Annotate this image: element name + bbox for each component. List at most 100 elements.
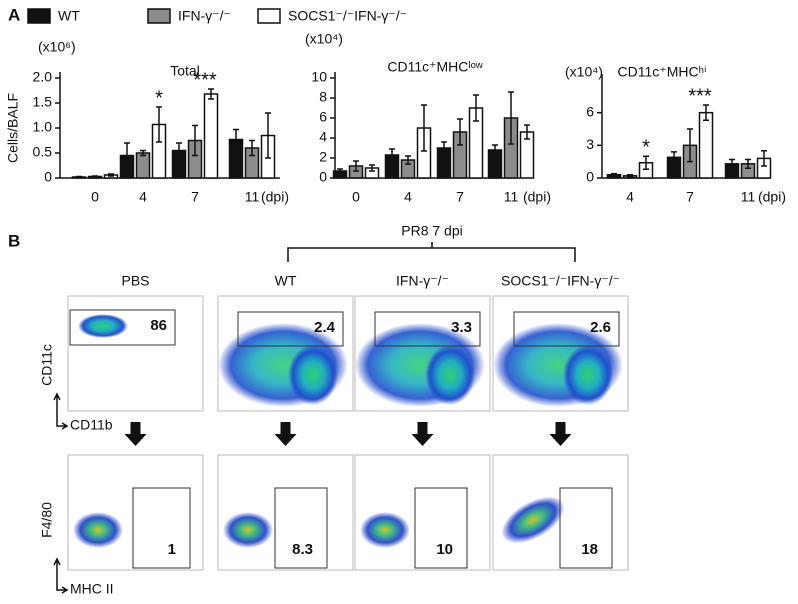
cell-cluster bbox=[501, 496, 565, 544]
error-bar bbox=[492, 144, 498, 156]
cell-cluster bbox=[425, 345, 475, 405]
group-header: PR8 7 dpi bbox=[401, 223, 462, 239]
column-header: WT bbox=[275, 273, 297, 289]
error-bar bbox=[671, 151, 677, 164]
y-axis-label: Cells/BALF bbox=[5, 93, 21, 163]
error-bar bbox=[249, 139, 255, 157]
error-bar bbox=[265, 112, 271, 159]
cell-cluster bbox=[360, 512, 410, 548]
gate bbox=[69, 309, 176, 346]
error-bar bbox=[687, 128, 693, 163]
arrow bbox=[411, 422, 434, 446]
error-bar bbox=[627, 173, 633, 178]
x-tick-label: 4 bbox=[404, 189, 412, 205]
significance: *** bbox=[688, 85, 712, 107]
gate-value: 2.4 bbox=[314, 319, 336, 336]
y-tick-label: 0 bbox=[44, 169, 52, 185]
error-bar bbox=[369, 164, 375, 172]
x-tick-label: 0 bbox=[352, 189, 360, 205]
bracket bbox=[287, 242, 576, 262]
error-bar bbox=[745, 158, 751, 169]
x-tick-label: 7 bbox=[191, 189, 199, 205]
y-tick-label: 2.0 bbox=[33, 69, 53, 85]
gate bbox=[132, 487, 191, 569]
gate-value: 10 bbox=[436, 541, 453, 558]
cell-cluster bbox=[78, 314, 128, 338]
error-bar bbox=[389, 148, 395, 162]
gate bbox=[237, 311, 344, 347]
y-tick-label: 8 bbox=[319, 89, 327, 105]
error-bar bbox=[353, 160, 359, 172]
gate bbox=[374, 311, 481, 347]
gate-value: 8.3 bbox=[292, 541, 313, 558]
y-tick-label: 1.5 bbox=[33, 94, 53, 110]
error-bar bbox=[457, 118, 463, 146]
gate-value: 86 bbox=[150, 317, 167, 334]
axis-label: CD11b bbox=[70, 417, 113, 433]
error-bar bbox=[124, 142, 130, 169]
x-tick-label: 11 bbox=[245, 189, 260, 205]
legend-label: WT bbox=[58, 8, 80, 24]
x-unit-label: (dpi) bbox=[261, 189, 289, 205]
unit-label: (x10⁶) bbox=[38, 39, 76, 55]
error-bar bbox=[611, 172, 617, 177]
error-bar bbox=[729, 158, 735, 169]
gate-value: 2.6 bbox=[590, 319, 611, 336]
axis-arrow bbox=[53, 557, 69, 594]
error-bar bbox=[441, 141, 447, 155]
arrow bbox=[549, 422, 572, 446]
cell-cluster bbox=[223, 512, 273, 548]
error-bar bbox=[176, 142, 182, 159]
gate bbox=[414, 487, 468, 569]
y-tick-label: 10 bbox=[311, 69, 327, 85]
gate bbox=[559, 487, 613, 569]
arrow bbox=[124, 422, 147, 446]
error-bar bbox=[76, 175, 82, 179]
plot-frame bbox=[67, 295, 204, 412]
error-bar bbox=[703, 104, 709, 122]
error-bar bbox=[140, 149, 146, 157]
error-bar bbox=[208, 88, 214, 100]
legend-swatch bbox=[147, 8, 171, 24]
column-header: PBS bbox=[121, 273, 149, 289]
y-tick-label: 6 bbox=[586, 103, 594, 119]
cell-cluster bbox=[563, 345, 613, 405]
y-tick-label: 0 bbox=[319, 169, 327, 185]
x-tick-label: 7 bbox=[686, 189, 694, 205]
charts: 0 0.5 1.0 1.5 2.0 (x10⁶) Total Cells/BALF (dpi) 0… bbox=[5, 31, 786, 205]
unit-label: (x10⁴) bbox=[305, 31, 343, 47]
error-bar bbox=[508, 91, 514, 145]
x-unit-label: (dpi) bbox=[758, 189, 786, 205]
legend-swatch bbox=[257, 8, 281, 24]
x-unit-label: (dpi) bbox=[523, 189, 551, 205]
gate-value: 1 bbox=[168, 541, 176, 558]
cell-cluster bbox=[73, 512, 123, 548]
legend-label: SOCS1⁻/⁻IFN-γ⁻/⁻ bbox=[288, 8, 407, 24]
bar bbox=[135, 152, 151, 179]
error-bar bbox=[108, 173, 114, 177]
axis-arrow bbox=[53, 392, 69, 430]
y-tick-label: 3 bbox=[586, 136, 594, 152]
error-bar bbox=[473, 94, 479, 122]
chart-title: CD11c⁺MHCˡᵒʷ bbox=[387, 59, 483, 75]
x-tick-label: 11 bbox=[741, 189, 756, 205]
panel-letter: A bbox=[8, 5, 20, 24]
error-bar bbox=[761, 150, 767, 167]
error-bar bbox=[421, 104, 427, 152]
chart-title: CD11c⁺MHCʰⁱ bbox=[618, 64, 707, 80]
arrow bbox=[274, 422, 297, 446]
x-tick-label: 0 bbox=[91, 189, 99, 205]
error-bar bbox=[92, 175, 98, 178]
panel-letter: B bbox=[8, 231, 20, 250]
y-tick-label: 6 bbox=[319, 109, 327, 125]
y-tick-label: 1.0 bbox=[33, 119, 53, 135]
gate bbox=[274, 487, 328, 569]
error-bar bbox=[405, 155, 411, 165]
chart-title: Total bbox=[170, 63, 200, 79]
gate bbox=[513, 311, 620, 347]
error-bar bbox=[337, 168, 343, 174]
bar bbox=[203, 93, 219, 179]
x-tick-label: 4 bbox=[139, 189, 147, 205]
axis-label: CD11c bbox=[39, 344, 55, 386]
